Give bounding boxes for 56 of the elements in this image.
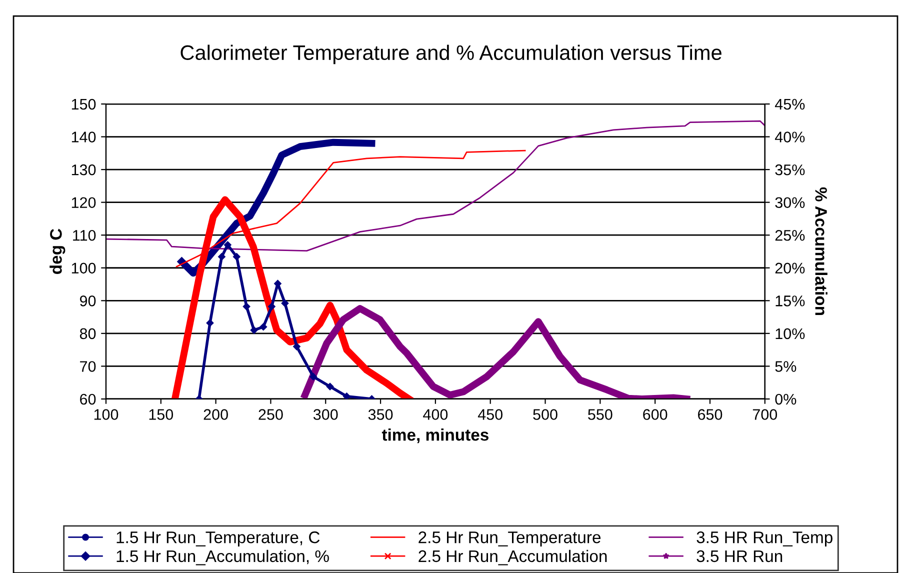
x-tick-label: 500 [533, 409, 558, 420]
point [293, 342, 300, 350]
y2-tick-label: 5% [775, 361, 796, 372]
point [242, 302, 250, 310]
y2-tick-label: 30% [775, 197, 805, 208]
y2-tick-label: 15% [776, 296, 805, 306]
x-tick-label: 450 [478, 409, 502, 420]
y-tick-label: 120 [72, 197, 96, 208]
legend-label: 3.5 HR Run [696, 550, 782, 562]
y2-tick-label: 45% [774, 98, 805, 110]
x-tick-label: 650 [698, 409, 722, 420]
point [224, 241, 232, 249]
y-tick-label: 140 [72, 132, 96, 142]
y-tick-label: 80 [80, 328, 96, 340]
point [281, 300, 289, 307]
y2-axis-title: % Accumulation [815, 187, 828, 315]
point [206, 319, 214, 327]
point [260, 323, 267, 331]
x-tick-label: 400 [423, 409, 448, 420]
y-tick-label: 130 [72, 164, 96, 176]
y2-tick-label: 0% [775, 394, 796, 405]
y-tick-label: 100 [72, 262, 96, 274]
legend-label: 3.5 HR Run_Temp [696, 531, 832, 547]
point [233, 253, 240, 260]
x-tick-label: 300 [313, 409, 338, 420]
point [326, 382, 334, 390]
x-tick-label: 250 [258, 409, 283, 420]
x-axis-title: time, minutes [382, 428, 488, 444]
x-tick-label: 550 [588, 409, 612, 420]
point [268, 302, 276, 310]
y2-tick-label: 10% [776, 328, 805, 340]
y2-tick-label: 40% [774, 132, 805, 142]
legend-label: 2.5 Hr Run_Accumulation [418, 550, 607, 566]
y2-tick-label: 25% [775, 230, 805, 241]
x-tick-label: 150 [149, 409, 174, 420]
y-tick-label: 110 [73, 230, 96, 241]
legend-label: 1.5 Hr Run_Accumulation, % [116, 550, 329, 566]
x-tick-label: 600 [643, 409, 668, 420]
legend-label: 2.5 Hr Run_Temperature [418, 531, 601, 547]
y2-tick-label: 35% [775, 164, 805, 176]
point [218, 253, 226, 260]
y-axis-title: deg C [50, 228, 66, 274]
legend-label: 1.5 Hr Run_Temperature, C [116, 531, 320, 547]
x-tick-label: 350 [368, 409, 393, 420]
x-tick-label: 700 [752, 409, 778, 420]
y-tick-label: 70 [80, 361, 96, 372]
y2-tick-label: 20% [775, 262, 805, 274]
point [343, 392, 350, 399]
point [250, 326, 258, 334]
y-tick-label: 90 [80, 296, 96, 306]
chart-title: Calorimeter Temperature and % Accumulation versus Time [180, 44, 722, 64]
x-tick-label: 200 [204, 409, 228, 420]
y-tick-label: 150 [72, 98, 96, 110]
point [310, 373, 317, 380]
y-tick-label: 60 [80, 394, 96, 405]
x-tick-label: 100 [94, 409, 118, 420]
